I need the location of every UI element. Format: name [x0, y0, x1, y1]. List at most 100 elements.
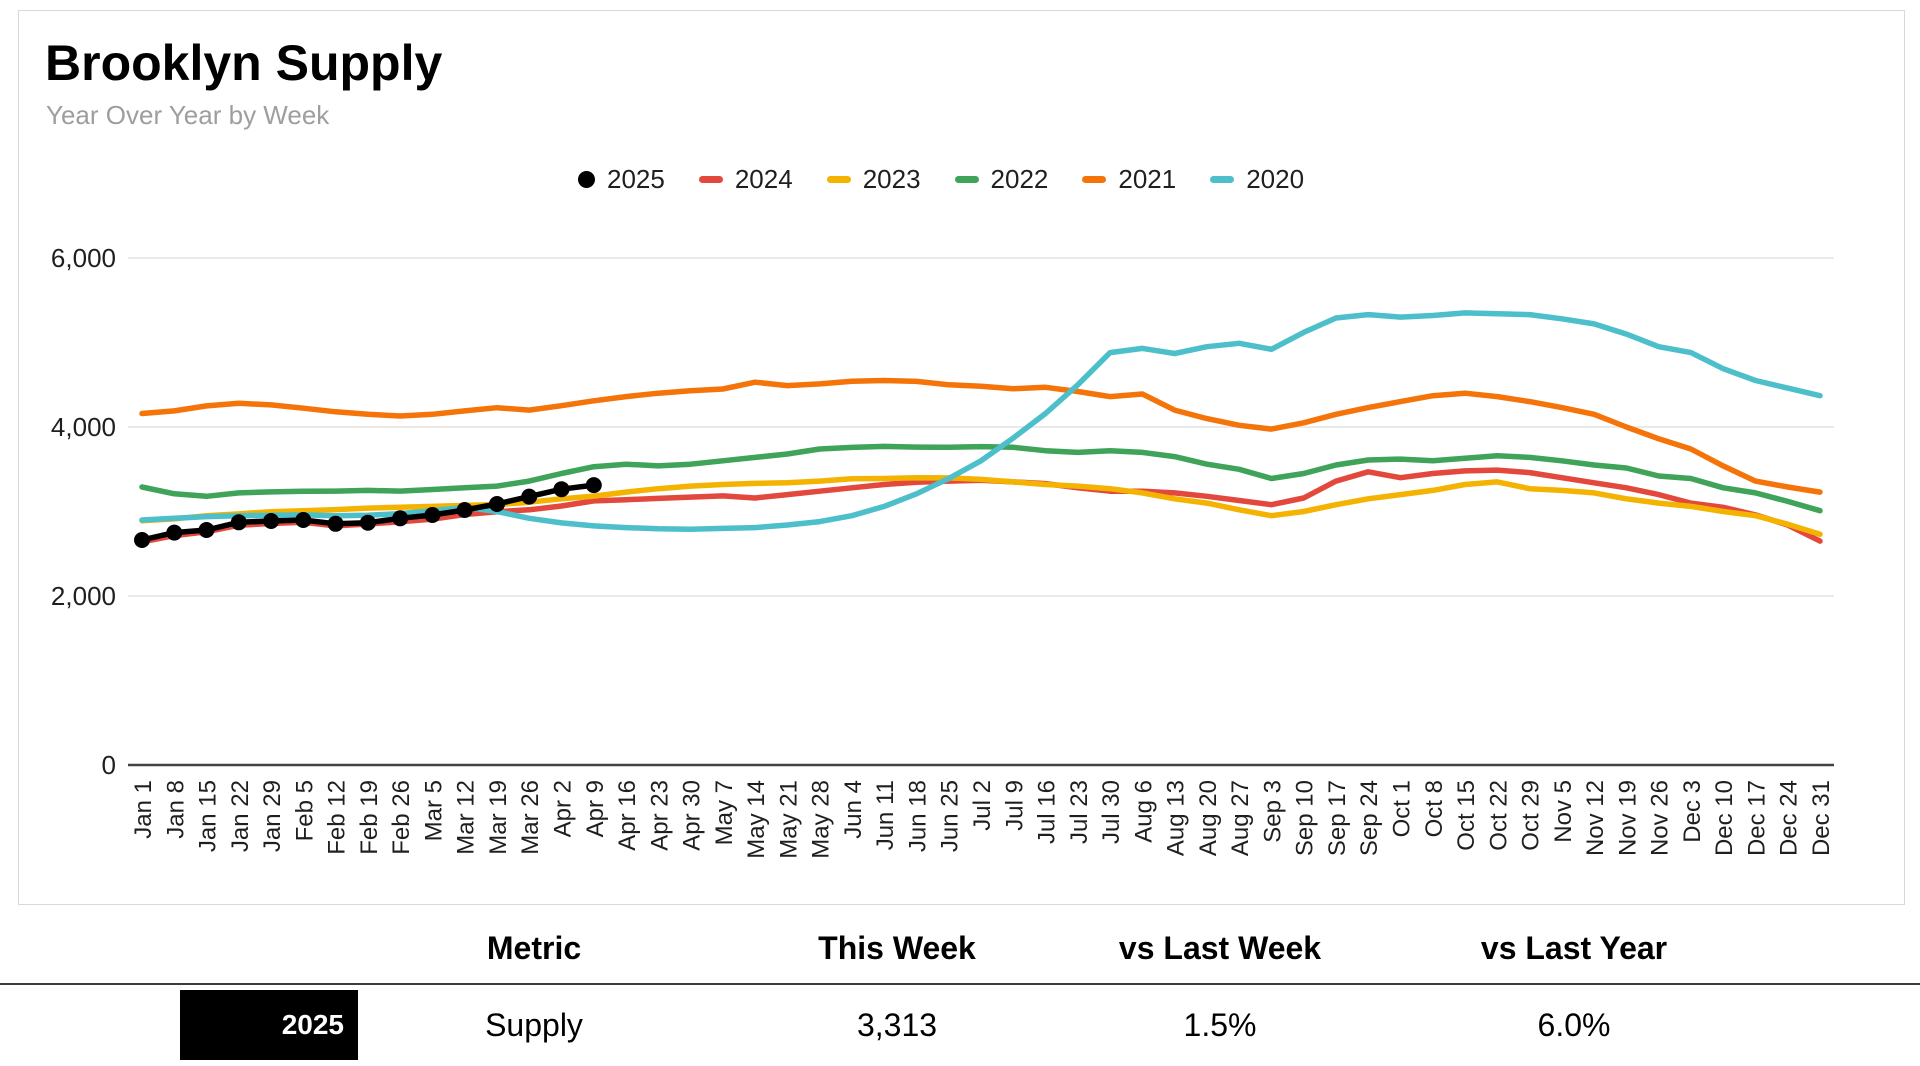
legend-label: 2021 — [1118, 164, 1177, 194]
table-cell-metric: Supply — [485, 1007, 583, 1043]
legend-label: 2022 — [990, 164, 1049, 194]
data-point-2025[interactable] — [359, 514, 376, 531]
legend-marker-2022-icon — [954, 176, 979, 183]
data-point-2025[interactable] — [424, 507, 441, 523]
data-point-2025[interactable] — [489, 496, 505, 512]
table-header-this-week: This Week — [818, 930, 976, 966]
svg-text:Nov 5: Nov 5 — [1550, 780, 1577, 843]
svg-text:Apr 30: Apr 30 — [679, 780, 706, 851]
svg-text:Dec 10: Dec 10 — [1711, 780, 1738, 856]
svg-text:Nov 26: Nov 26 — [1647, 780, 1674, 856]
svg-text:Nov 19: Nov 19 — [1614, 780, 1641, 856]
svg-text:Apr 9: Apr 9 — [582, 780, 609, 837]
legend-item-2020[interactable]: 2020 — [1210, 164, 1304, 195]
legend-marker-2020-icon — [1210, 176, 1235, 183]
svg-text:May 7: May 7 — [711, 780, 738, 845]
svg-text:Jan 15: Jan 15 — [195, 780, 222, 852]
svg-text:Aug 13: Aug 13 — [1163, 780, 1190, 856]
svg-text:Oct 15: Oct 15 — [1453, 780, 1480, 851]
series-2022 — [139, 443, 1823, 514]
data-point-2025[interactable] — [263, 513, 280, 529]
legend-label: 2025 — [607, 164, 665, 194]
svg-text:Feb 12: Feb 12 — [324, 780, 351, 855]
svg-text:Jul 16: Jul 16 — [1034, 780, 1061, 844]
table-header-vs-last-week: vs Last Week — [1118, 930, 1322, 966]
svg-text:Jul 2: Jul 2 — [969, 780, 996, 831]
data-point-2025[interactable] — [585, 477, 602, 494]
svg-text:Jul 9: Jul 9 — [1001, 780, 1028, 831]
svg-text:Oct 1: Oct 1 — [1389, 780, 1416, 837]
svg-text:Dec 31: Dec 31 — [1808, 780, 1835, 856]
svg-text:May 28: May 28 — [808, 780, 835, 859]
svg-text:Mar 19: Mar 19 — [485, 780, 512, 855]
svg-text:Jan 29: Jan 29 — [259, 780, 286, 852]
legend-item-2021[interactable]: 2021 — [1082, 164, 1176, 195]
legend-item-2022[interactable]: 2022 — [954, 164, 1049, 195]
table-header-divider — [0, 983, 1920, 985]
legend-marker-2023-icon — [826, 176, 851, 183]
svg-text:Dec 17: Dec 17 — [1743, 780, 1770, 856]
svg-text:Aug 20: Aug 20 — [1195, 780, 1222, 856]
svg-text:Aug 6: Aug 6 — [1130, 780, 1157, 843]
svg-text:Feb 26: Feb 26 — [388, 780, 415, 855]
legend-label: 2020 — [1246, 164, 1305, 194]
svg-text:Jul 30: Jul 30 — [1098, 780, 1125, 844]
svg-text:6,000: 6,000 — [51, 243, 116, 273]
data-point-2025[interactable] — [230, 514, 247, 531]
table-cell-vs-last-week: 1.5% — [1183, 1007, 1257, 1043]
year-badge-2025: 2025 — [180, 990, 358, 1060]
svg-text:Apr 2: Apr 2 — [550, 780, 577, 837]
data-point-2025[interactable] — [198, 522, 215, 538]
legend-item-2024[interactable]: 2024 — [698, 164, 793, 195]
svg-text:Jan 1: Jan 1 — [130, 780, 157, 839]
series-2020 — [139, 310, 1823, 532]
legend-marker-2021-icon — [1082, 176, 1107, 183]
svg-text:Feb 5: Feb 5 — [291, 780, 318, 841]
chart-title: Brooklyn Supply — [45, 35, 443, 91]
svg-text:Jun 18: Jun 18 — [904, 780, 931, 852]
svg-text:Jun 11: Jun 11 — [872, 780, 899, 850]
series-2021 — [139, 377, 1823, 495]
svg-text:Dec 24: Dec 24 — [1776, 780, 1803, 856]
data-point-2025[interactable] — [456, 502, 473, 518]
y-gridlines — [128, 257, 1834, 767]
svg-text:Jul 23: Jul 23 — [1066, 780, 1093, 844]
svg-text:Dec 3: Dec 3 — [1679, 780, 1706, 843]
svg-text:Mar 5: Mar 5 — [420, 780, 447, 841]
series-2023 — [139, 474, 1823, 538]
svg-text:Oct 29: Oct 29 — [1518, 780, 1545, 851]
chart-subtitle: Year Over Year by Week — [46, 100, 330, 130]
data-point-2025[interactable] — [521, 488, 538, 505]
table-header-vs-last-year: vs Last Year — [1480, 930, 1668, 966]
data-point-2025[interactable] — [295, 512, 312, 528]
data-point-2025[interactable] — [327, 515, 344, 532]
y-axis-labels: 0 2,000 4,000 6,000 — [51, 243, 116, 780]
svg-text:Feb 19: Feb 19 — [356, 780, 383, 855]
svg-text:Apr 16: Apr 16 — [614, 780, 641, 851]
svg-text:Jan 22: Jan 22 — [227, 780, 254, 852]
svg-text:Sep 10: Sep 10 — [1292, 780, 1319, 856]
series-2025 — [134, 477, 602, 548]
data-point-2025[interactable] — [553, 481, 570, 498]
chart-card — [18, 10, 1905, 905]
data-point-2025[interactable] — [166, 524, 183, 541]
legend-item-2023[interactable]: 2023 — [826, 164, 921, 195]
x-axis-labels: Jan 1 Jan 8 Jan 15 Jan 22 Jan 29 Feb 5 Feb 12 F… — [130, 780, 1835, 859]
table-cell-this-week: 3,313 — [856, 1007, 938, 1043]
svg-text:Jun 25: Jun 25 — [937, 780, 964, 852]
svg-text:4,000: 4,000 — [51, 412, 116, 442]
svg-text:May 14: May 14 — [743, 780, 770, 859]
data-point-2025[interactable] — [392, 510, 409, 527]
legend-marker-2024-icon — [698, 176, 723, 183]
svg-text:May 21: May 21 — [775, 780, 802, 859]
svg-text:Mar 12: Mar 12 — [453, 780, 480, 855]
svg-text:Oct 8: Oct 8 — [1421, 780, 1448, 837]
svg-text:Sep 17: Sep 17 — [1324, 780, 1351, 856]
svg-text:2,000: 2,000 — [51, 581, 116, 611]
legend-label: 2024 — [734, 164, 793, 194]
svg-text:Apr 23: Apr 23 — [646, 780, 673, 851]
data-point-2025[interactable] — [134, 532, 150, 548]
legend-item-2025[interactable]: 2025 — [578, 164, 665, 195]
